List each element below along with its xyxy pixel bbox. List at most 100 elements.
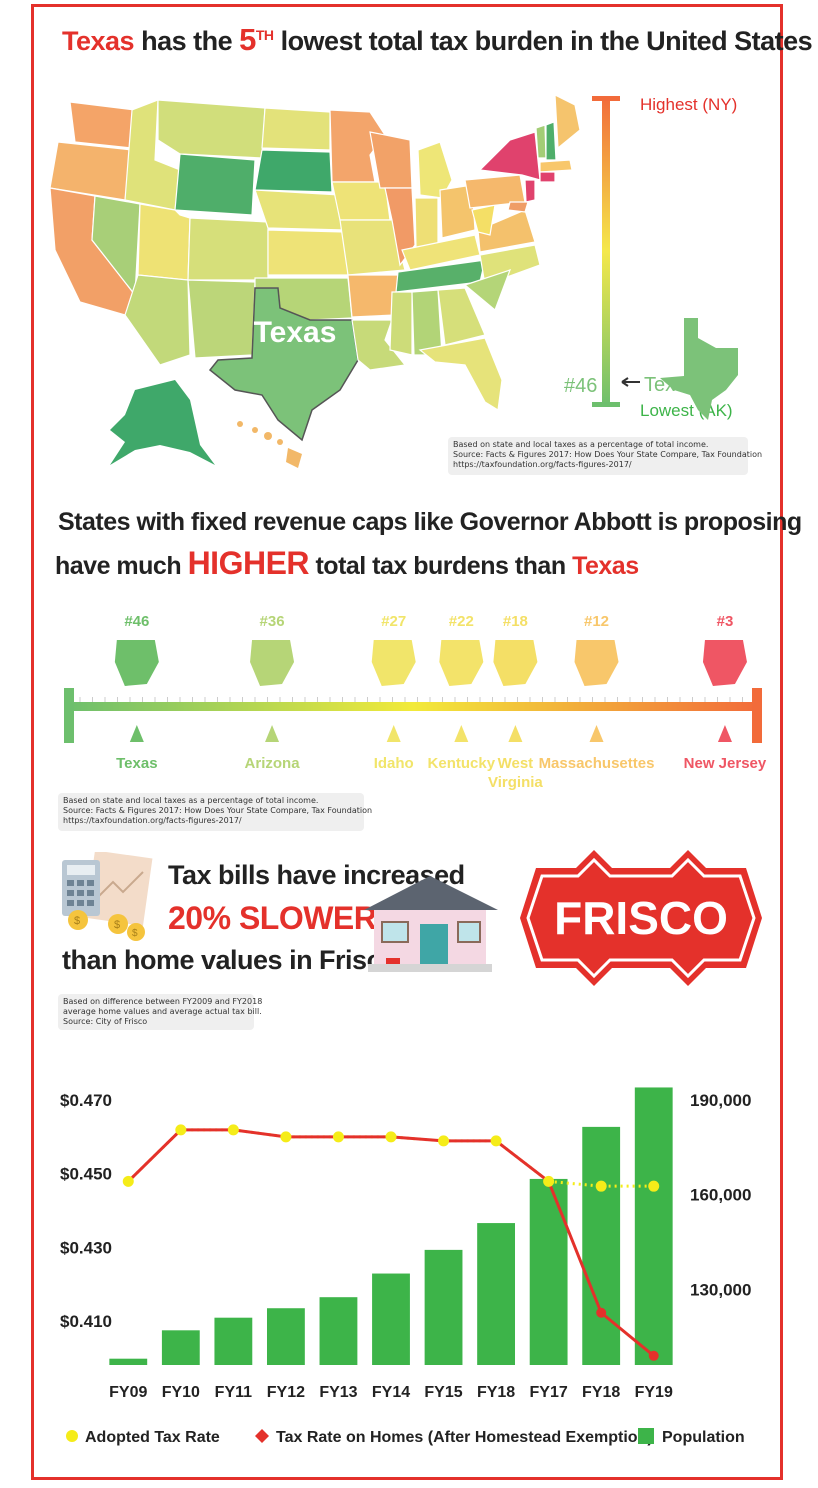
indiana-state bbox=[414, 197, 439, 249]
section2-heading-line1: States with fixed revenue caps like Gove… bbox=[58, 508, 802, 536]
left-axis-tick: $0.470 bbox=[60, 1091, 112, 1110]
mississippi-state bbox=[389, 291, 413, 356]
state-rank: #3 bbox=[717, 613, 734, 630]
state-name: Idaho bbox=[374, 755, 414, 772]
state-name: Texas bbox=[116, 755, 157, 772]
state-rank: #36 bbox=[260, 613, 285, 630]
svg-text:$: $ bbox=[132, 928, 138, 939]
state-pointer bbox=[508, 725, 523, 742]
florida-state bbox=[418, 337, 503, 411]
adopted-tax-rate-point bbox=[332, 1131, 344, 1143]
legend-homes-label: Tax Rate on Homes (After Homestead Exemp… bbox=[276, 1429, 653, 1446]
note-2-line-3: https://taxfoundation.org/facts-figures-… bbox=[63, 816, 242, 825]
svg-text:$: $ bbox=[74, 915, 80, 927]
title-rest: lowest total tax burden in the United St… bbox=[280, 26, 813, 56]
x-category-label: FY12 bbox=[267, 1384, 305, 1401]
left-axis-tick: $0.450 bbox=[60, 1165, 112, 1184]
state-marker: #22 Kentucky bbox=[428, 613, 496, 772]
note-1-line-3: https://taxfoundation.org/facts-figures-… bbox=[453, 460, 632, 469]
population-bar bbox=[319, 1297, 358, 1365]
kansas-state bbox=[267, 229, 349, 276]
maine-state bbox=[554, 94, 581, 150]
legend-population-swatch bbox=[638, 1428, 654, 1444]
state-silhouette bbox=[250, 640, 295, 686]
state-rank: #27 bbox=[381, 613, 406, 630]
adopted-tax-rate-point bbox=[122, 1175, 134, 1187]
note-3-line-1: Based on difference between FY2009 and F… bbox=[63, 997, 263, 1006]
right-axis-tick: 160,000 bbox=[690, 1186, 751, 1205]
x-category-label: FY17 bbox=[530, 1384, 568, 1401]
texas-rank-label: #46 bbox=[564, 375, 597, 397]
scale-top-cap bbox=[592, 96, 620, 101]
state-silhouette bbox=[702, 640, 747, 686]
state-name: Kentucky bbox=[428, 755, 496, 772]
section2-heading-line2: have much HIGHER total tax burdens than … bbox=[55, 545, 639, 582]
infographic-frame bbox=[31, 4, 783, 1480]
legend-homes-swatch bbox=[255, 1429, 269, 1443]
heading-post: total tax burdens than bbox=[315, 552, 566, 580]
state-rank: #12 bbox=[584, 613, 609, 630]
note-3-line-2: average home values and average actual t… bbox=[63, 1007, 262, 1016]
state-markers: #46Texas#36Arizona#27Idaho#22Kentucky#18… bbox=[114, 613, 767, 791]
washington-state bbox=[69, 101, 136, 149]
x-category-label: FY18 bbox=[477, 1384, 515, 1401]
scale-bar bbox=[602, 96, 610, 406]
texas-silhouette-icon bbox=[660, 318, 738, 420]
note-1-line-2: Source: Facts & Figures 2017: How Does Y… bbox=[453, 450, 763, 459]
state-rank: #18 bbox=[503, 613, 528, 630]
state-name: New Jersey bbox=[684, 755, 767, 772]
source-note-2: Based on state and local taxes as a perc… bbox=[58, 793, 372, 831]
tax-bills-line2: 20% SLOWER bbox=[168, 900, 377, 936]
scale-top-label: Highest (NY) bbox=[640, 95, 737, 114]
state-marker: #36 Arizona bbox=[245, 613, 301, 772]
adopted-tax-rate-point bbox=[543, 1175, 555, 1187]
title-rank: 5 bbox=[239, 22, 256, 57]
utah-state bbox=[137, 203, 191, 281]
x-category-label: FY09 bbox=[109, 1384, 147, 1401]
homes-tax-rate-point bbox=[648, 1350, 659, 1361]
adopted-tax-rate-point bbox=[648, 1180, 660, 1192]
note-3-line-3: Source: City of Frisco bbox=[63, 1017, 148, 1026]
state-marker: #27 Idaho bbox=[371, 613, 416, 772]
new-jersey-state bbox=[524, 179, 536, 203]
population-bar bbox=[424, 1249, 463, 1365]
south-carolina-state bbox=[463, 269, 512, 312]
left-axis-tick: $0.430 bbox=[60, 1238, 112, 1257]
timeline-right-cap bbox=[752, 688, 762, 743]
x-category-label: FY14 bbox=[372, 1384, 410, 1401]
x-category-label: FY11 bbox=[215, 1384, 252, 1401]
missouri-state bbox=[339, 219, 406, 276]
georgia-state bbox=[437, 287, 486, 346]
frisco-logo: FRISCO bbox=[520, 850, 762, 986]
x-axis-categories: FY09 FY10 FY11 FY12 FY13 FY14 FY15 FY18 FY17 FY18… bbox=[109, 1384, 673, 1401]
population-bar bbox=[214, 1317, 253, 1365]
adopted-tax-rate-point bbox=[438, 1135, 450, 1147]
population-bar bbox=[582, 1126, 621, 1365]
title-state: Texas bbox=[62, 26, 135, 56]
timeline-ticks bbox=[79, 697, 743, 702]
x-category-label: FY18 bbox=[582, 1384, 620, 1401]
wyoming-state bbox=[174, 153, 256, 216]
left-axis-tick: $0.410 bbox=[60, 1312, 112, 1331]
population-bars bbox=[109, 1087, 673, 1365]
population-bar bbox=[161, 1330, 200, 1365]
chart-legend: Adopted Tax Rate Tax Rate on Homes (After… bbox=[66, 1428, 745, 1446]
virginia-state bbox=[477, 209, 536, 253]
nebraska-state bbox=[254, 189, 346, 231]
state-name: Arizona bbox=[245, 755, 301, 772]
hawaii-state bbox=[237, 421, 302, 468]
vermont-state bbox=[535, 124, 547, 159]
heading-pre: have much bbox=[55, 552, 182, 580]
legend-population-label: Population bbox=[662, 1429, 745, 1446]
legend-adopted-swatch bbox=[66, 1430, 78, 1442]
left-axis: $0.470 $0.450 $0.430 $0.410 bbox=[60, 1091, 112, 1331]
heading-emph: HIGHER bbox=[187, 545, 310, 581]
heading-state: Texas bbox=[572, 552, 639, 580]
connecticut-state bbox=[539, 171, 556, 183]
calculator-bills-icon: $ $ $ bbox=[62, 852, 153, 941]
adopted-tax-rate-point bbox=[385, 1131, 397, 1143]
adopted-tax-rate-point bbox=[227, 1124, 239, 1136]
state-pointer bbox=[589, 725, 604, 742]
homes-tax-rate-point bbox=[596, 1307, 607, 1318]
south-dakota-state bbox=[254, 149, 333, 193]
